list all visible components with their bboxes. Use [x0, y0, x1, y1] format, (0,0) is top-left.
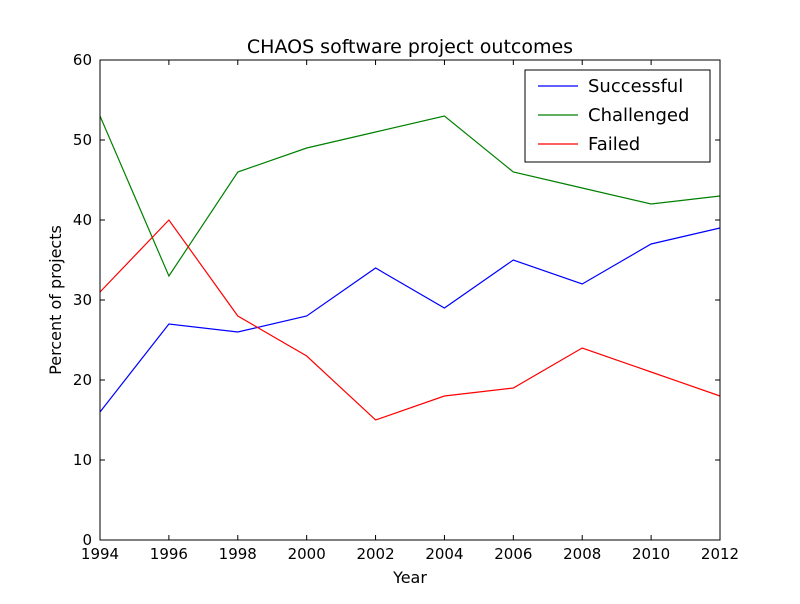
x-tick-label: 2010 — [632, 545, 670, 563]
legend-frame — [524, 69, 711, 163]
axis-tick-labels: 1994 1996 1998 2000 2002 2004 2006 2008 2010 2012… — [73, 51, 739, 563]
x-axis-label: Year — [392, 568, 427, 587]
x-tick-label: 2002 — [356, 545, 394, 563]
x-tick-label: 2004 — [425, 545, 463, 563]
axis-ticks — [99, 59, 721, 541]
y-tick-label: 20 — [73, 371, 92, 389]
x-tick-label: 2006 — [494, 545, 532, 563]
y-tick-label: 40 — [73, 211, 92, 229]
x-tick-label: 2008 — [563, 545, 601, 563]
legend-label-successful: Successful — [588, 76, 683, 97]
series-lines — [99, 115, 721, 421]
y-tick-label: 0 — [82, 531, 92, 549]
y-tick-label: 60 — [73, 51, 92, 69]
x-tick-label: 2000 — [288, 545, 326, 563]
legend-label-challenged: Challenged — [588, 105, 689, 126]
x-tick-label: 2012 — [701, 545, 739, 563]
x-tick-label: 1996 — [150, 545, 188, 563]
x-tick-label: 1998 — [219, 545, 257, 563]
legend-label-failed: Failed — [588, 134, 640, 155]
chart-title: CHAOS software project outcomes — [247, 36, 573, 58]
y-tick-label: 30 — [73, 291, 92, 309]
x-tick-label: 1994 — [81, 545, 119, 563]
y-axis-label: Percent of projects — [46, 225, 65, 375]
series-line-successful — [99, 227, 721, 413]
series-line-failed — [99, 219, 721, 421]
y-tick-label: 50 — [73, 131, 92, 149]
y-tick-label: 10 — [73, 451, 92, 469]
series-line-challenged — [99, 115, 721, 278]
chart-legend: Successful Challenged Failed — [524, 69, 711, 163]
